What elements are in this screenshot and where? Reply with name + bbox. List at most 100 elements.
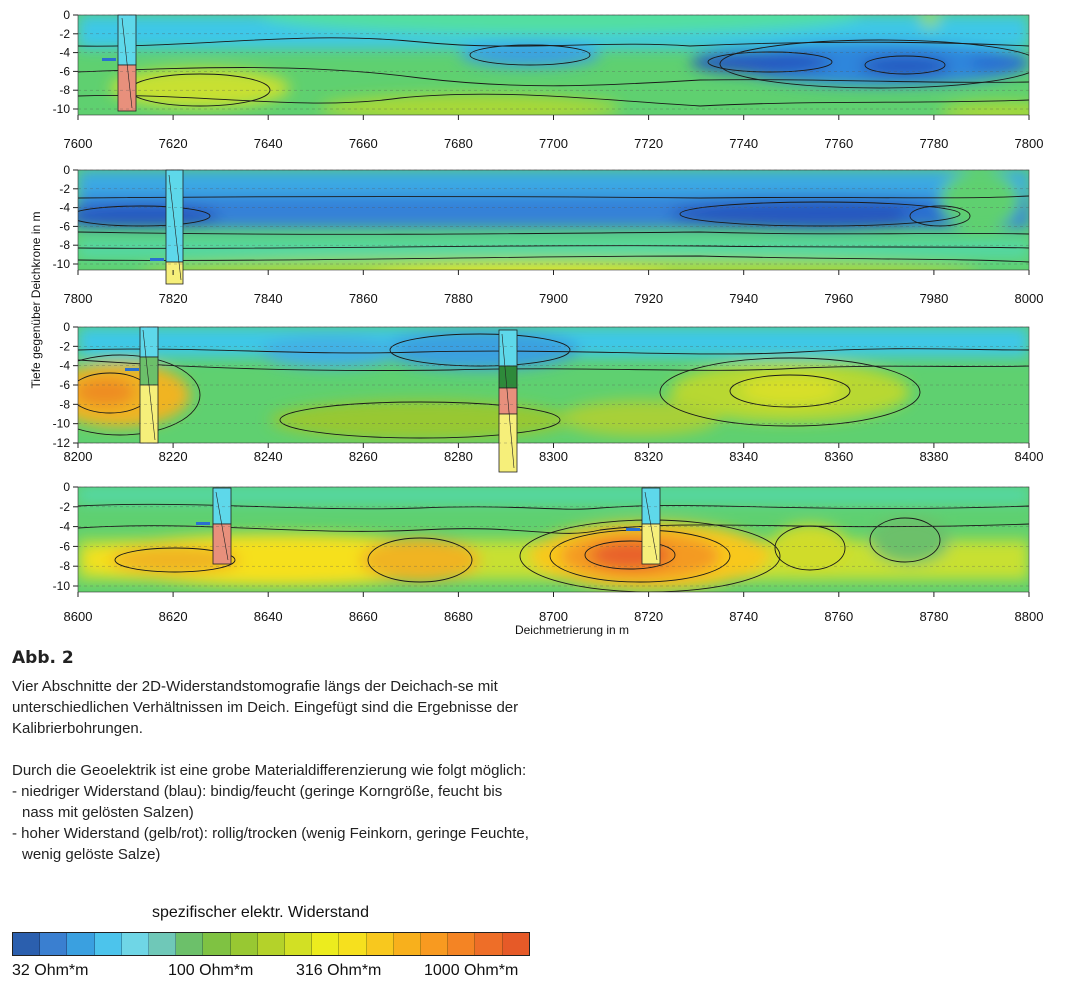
legend-label-316: 316 Ohm*m bbox=[296, 962, 382, 979]
y-tick-label: -8 bbox=[59, 559, 70, 573]
legend-swatch bbox=[502, 933, 529, 955]
y-tick-label: -8 bbox=[59, 238, 70, 252]
section-2-field bbox=[78, 170, 1029, 270]
legend-label-32: 32 Ohm*m bbox=[12, 962, 89, 979]
x-tick-label: 7800 bbox=[64, 291, 93, 306]
x-tick-label: 8280 bbox=[444, 449, 473, 464]
figure-number: Abb. 2 bbox=[12, 648, 74, 668]
y-tick-label: -4 bbox=[59, 520, 70, 534]
borehole-log bbox=[498, 329, 518, 473]
legend-swatch bbox=[339, 933, 367, 955]
y-tick-label: -10 bbox=[53, 257, 71, 271]
legend-swatch bbox=[40, 933, 68, 955]
y-tick-label: -8 bbox=[59, 397, 70, 411]
y-tick-label: -10 bbox=[53, 579, 71, 593]
x-tick-label: 7820 bbox=[159, 291, 188, 306]
y-tick-label: -6 bbox=[59, 378, 70, 392]
y-tick-label: 0 bbox=[63, 480, 70, 494]
y-tick-label: -8 bbox=[59, 83, 70, 97]
borehole-log bbox=[150, 169, 184, 285]
borehole-log bbox=[196, 487, 232, 565]
caption-paragraph-2: Durch die Geoelektrik ist eine grobe Mat… bbox=[12, 762, 527, 779]
section-panel-4 bbox=[77, 486, 1030, 593]
x-tick-label: 7680 bbox=[444, 136, 473, 151]
legend-swatch bbox=[176, 933, 204, 955]
y-tick-label: 0 bbox=[63, 8, 70, 22]
x-tick-label: 7720 bbox=[634, 136, 663, 151]
x-tick-label: 7800 bbox=[1015, 136, 1044, 151]
x-tick-label: 7840 bbox=[254, 291, 283, 306]
x-tick-label: 7900 bbox=[539, 291, 568, 306]
x-tick-label: 8240 bbox=[254, 449, 283, 464]
legend-swatch bbox=[448, 933, 476, 955]
y-tick-label: -4 bbox=[59, 359, 70, 373]
x-tick-label: 7960 bbox=[824, 291, 853, 306]
x-tick-label: 7780 bbox=[919, 136, 948, 151]
y-tick-label: -6 bbox=[59, 539, 70, 553]
borehole-log bbox=[626, 487, 661, 565]
x-tick-label: 8400 bbox=[1015, 449, 1044, 464]
x-tick-label: 7700 bbox=[539, 136, 568, 151]
x-tick-label: 8340 bbox=[729, 449, 758, 464]
legend-label-1000: 1000 Ohm*m bbox=[424, 962, 519, 979]
x-tick-label: 8740 bbox=[729, 609, 758, 624]
legend-label-100: 100 Ohm*m bbox=[168, 962, 254, 979]
section-4-field bbox=[78, 487, 1029, 592]
x-tick-label: 8300 bbox=[539, 449, 568, 464]
x-tick-label: 7660 bbox=[349, 136, 378, 151]
x-tick-label: 8320 bbox=[634, 449, 663, 464]
y-axis-label: Tiefe gegenüber Deichkrone in m bbox=[29, 212, 43, 389]
x-tick-label: 7880 bbox=[444, 291, 473, 306]
y-tick-label: -6 bbox=[59, 219, 70, 233]
x-tick-label: 7600 bbox=[64, 136, 93, 151]
legend-swatch bbox=[149, 933, 177, 955]
caption-bullet-high: - hoher Widerstand (gelb/rot): rollig/tr… bbox=[12, 825, 529, 863]
caption-paragraph-1: Vier Abschnitte der 2D-Widerstandstomogr… bbox=[12, 678, 519, 737]
legend-swatch bbox=[475, 933, 503, 955]
x-tick-label: 8260 bbox=[349, 449, 378, 464]
x-tick-label: 8380 bbox=[919, 449, 948, 464]
color-scale-bar bbox=[12, 932, 530, 956]
y-tick-label: 0 bbox=[63, 320, 70, 334]
x-tick-label: 8680 bbox=[444, 609, 473, 624]
x-tick-label: 7640 bbox=[254, 136, 283, 151]
y-tick-label: -4 bbox=[59, 46, 70, 60]
y-tick-label: -10 bbox=[53, 417, 71, 431]
y-tick-label: -12 bbox=[53, 436, 71, 450]
y-tick-label: -10 bbox=[53, 102, 71, 116]
legend-swatch bbox=[393, 933, 422, 955]
x-tick-label: 8600 bbox=[64, 609, 93, 624]
x-tick-label: 7620 bbox=[159, 136, 188, 151]
borehole-log bbox=[125, 326, 159, 444]
legend-title: spezifischer elektr. Widerstand bbox=[152, 904, 369, 921]
x-axis-label: Deichmetrierung in m bbox=[515, 623, 629, 637]
section-1-field bbox=[78, 15, 1029, 115]
x-tick-label: 7980 bbox=[919, 291, 948, 306]
x-tick-label: 8720 bbox=[634, 609, 663, 624]
legend-swatch bbox=[203, 933, 231, 955]
legend-swatch bbox=[13, 933, 41, 955]
section-panel-2 bbox=[77, 169, 1030, 285]
x-tick-label: 8200 bbox=[64, 449, 93, 464]
x-tick-label: 8620 bbox=[159, 609, 188, 624]
legend-swatch bbox=[121, 933, 150, 955]
y-tick-label: -6 bbox=[59, 64, 70, 78]
y-tick-label: 0 bbox=[63, 163, 70, 177]
x-tick-label: 8700 bbox=[539, 609, 568, 624]
x-tick-label: 8780 bbox=[919, 609, 948, 624]
x-tick-label: 7920 bbox=[634, 291, 663, 306]
x-tick-label: 8220 bbox=[159, 449, 188, 464]
section-panel-1 bbox=[77, 14, 1030, 116]
x-tick-label: 7940 bbox=[729, 291, 758, 306]
x-tick-label: 8640 bbox=[254, 609, 283, 624]
x-tick-label: 8800 bbox=[1015, 609, 1044, 624]
resistivity-figure: 7600 7620 7640 7660 7680 7700 7720 7740 7760 7780… bbox=[29, 8, 1044, 637]
x-tick-label: 7760 bbox=[824, 136, 853, 151]
x-tick-label: 8000 bbox=[1015, 291, 1044, 306]
y-tick-label: -4 bbox=[59, 201, 70, 215]
x-tick-label: 8760 bbox=[824, 609, 853, 624]
axes-layer: 7600 7620 7640 7660 7680 7700 7720 7740 7760 7780… bbox=[53, 8, 1044, 624]
x-tick-label: 8360 bbox=[824, 449, 853, 464]
color-legend: spezifischer elektr. Widerstand 32 Ohm*m… bbox=[12, 900, 532, 982]
legend-swatch bbox=[67, 933, 95, 955]
